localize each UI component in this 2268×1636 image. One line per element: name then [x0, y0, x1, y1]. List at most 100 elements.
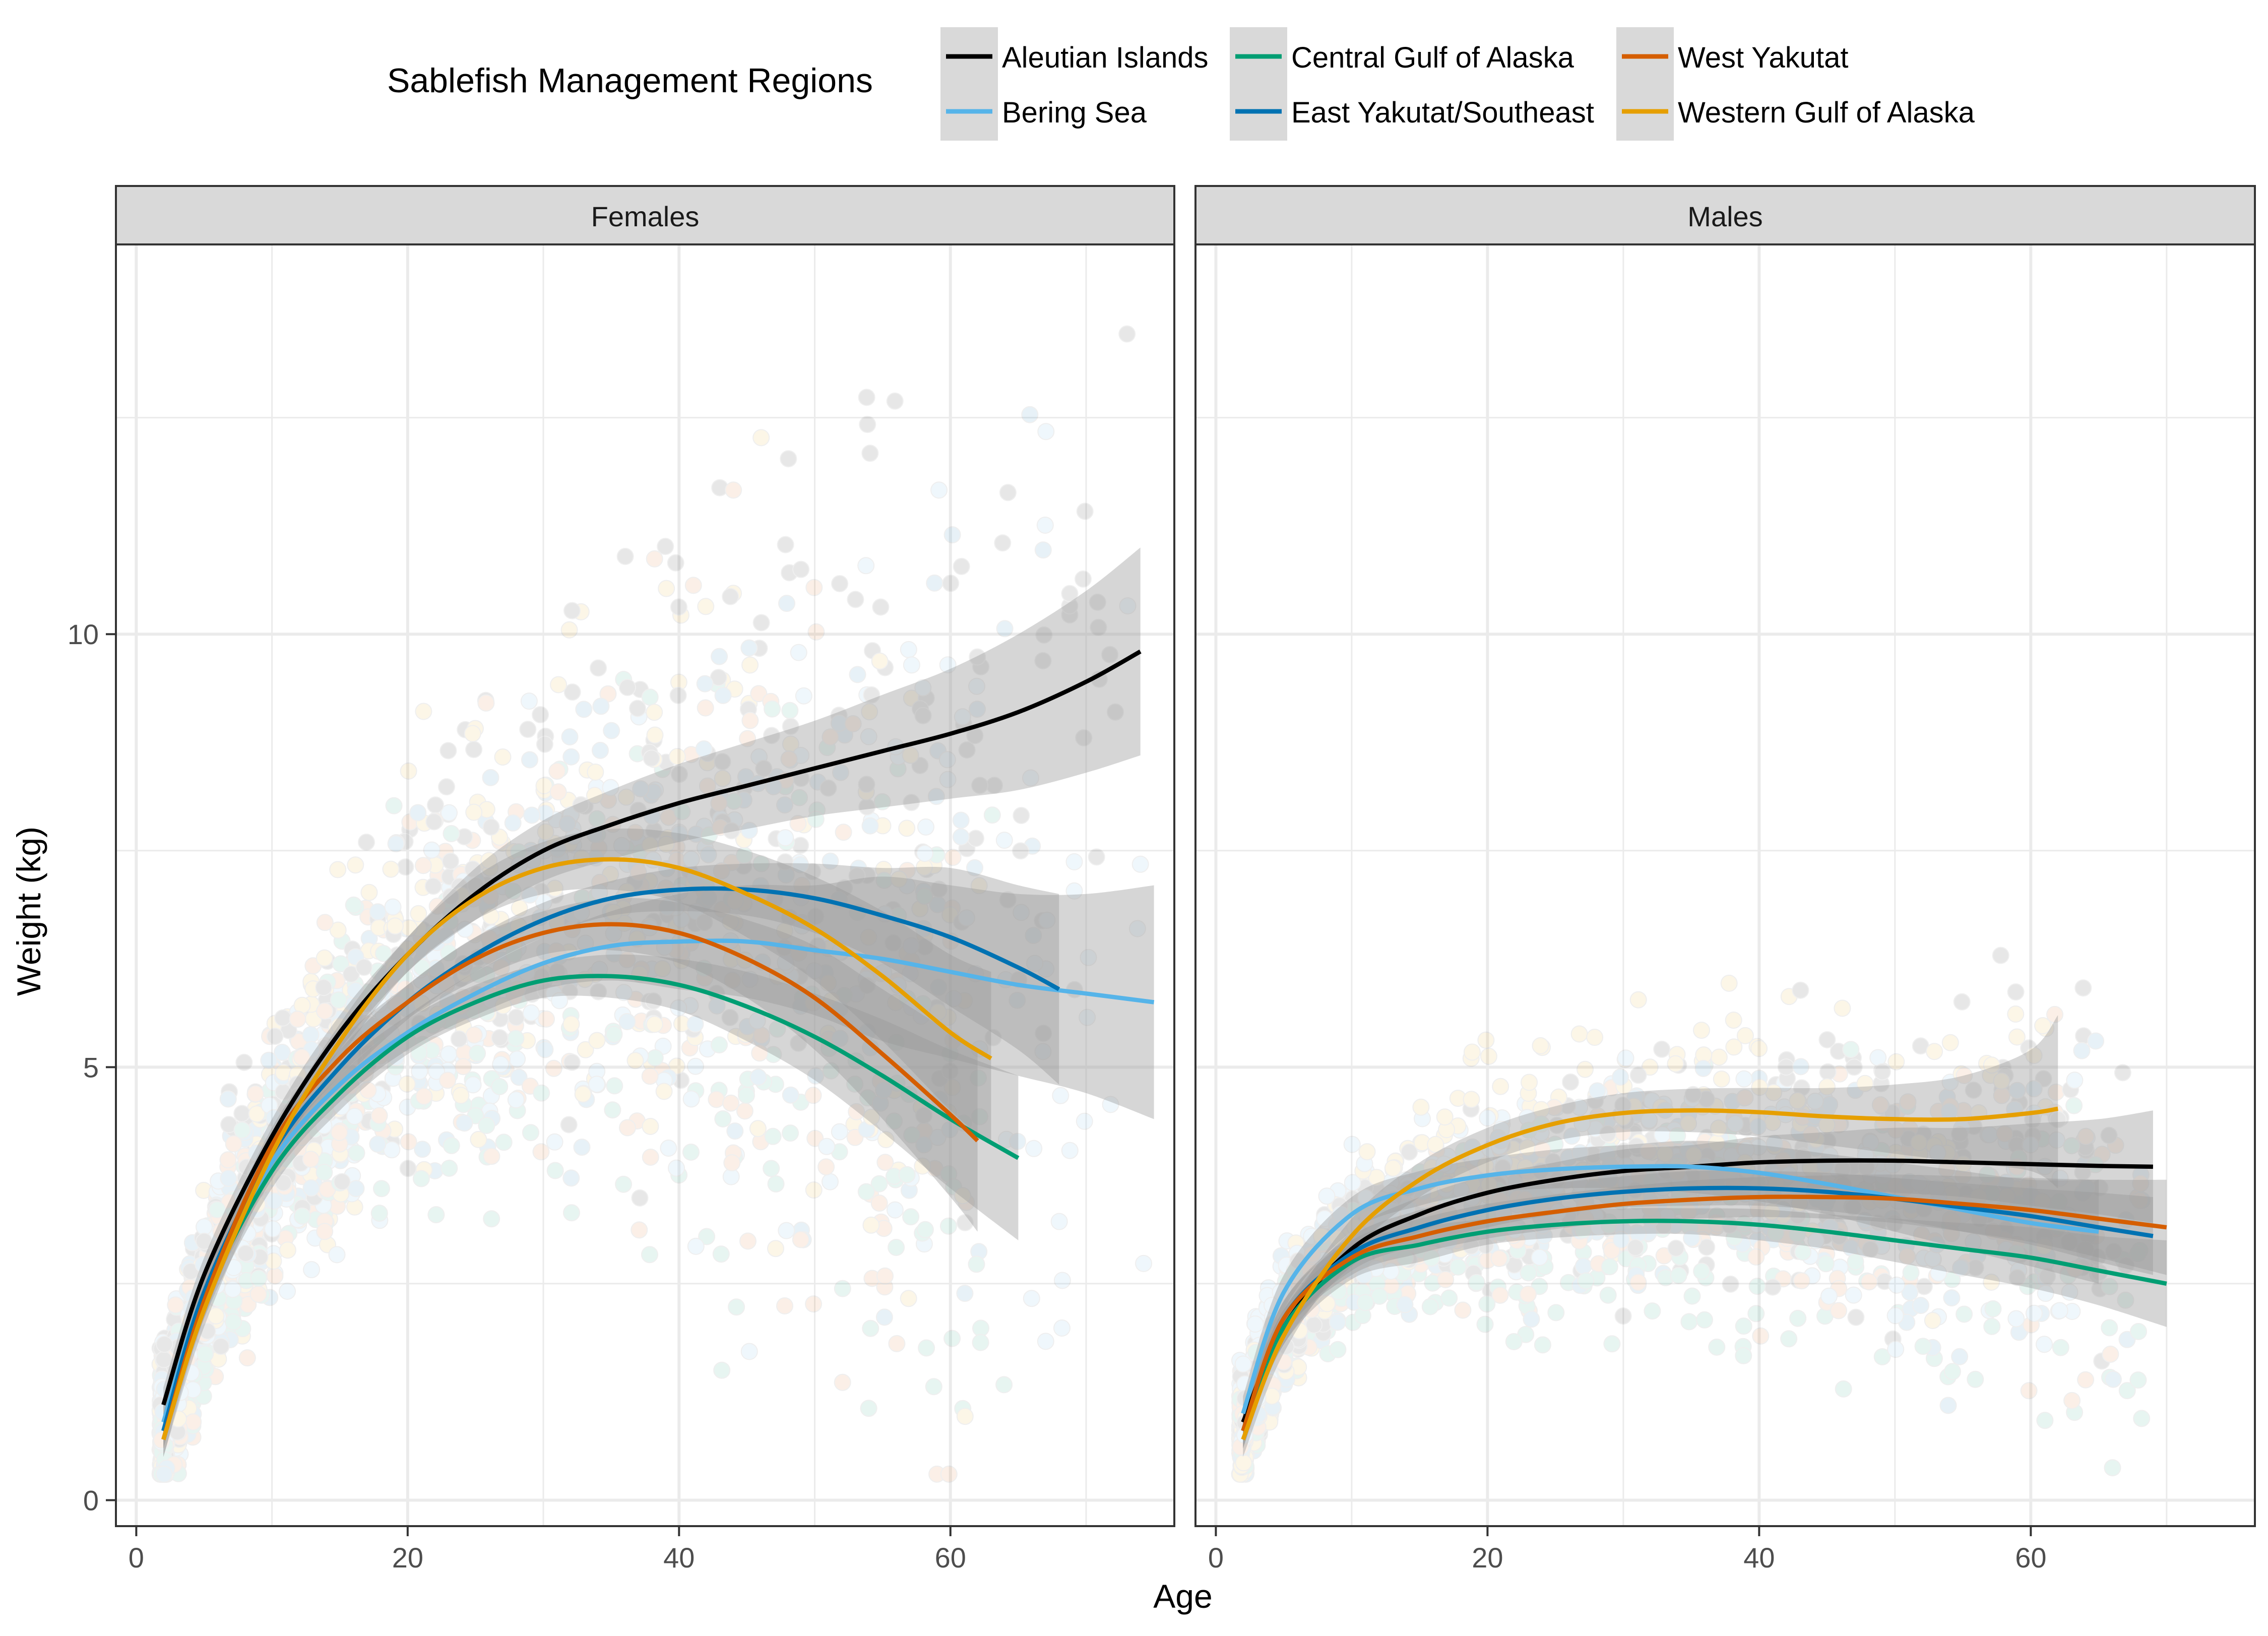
scatter-point — [386, 975, 403, 993]
scatter-point — [1902, 1264, 1920, 1281]
scatter-point — [874, 817, 892, 835]
scatter-point — [483, 1210, 500, 1228]
scatter-point — [411, 1062, 428, 1080]
scatter-point — [196, 1218, 213, 1236]
scatter-point — [629, 700, 646, 717]
scatter-point — [1329, 1313, 1346, 1331]
scatter-point — [414, 857, 432, 874]
scatter-point — [765, 1046, 782, 1063]
scatter-point — [1234, 1355, 1252, 1373]
scatter-point — [511, 992, 528, 1010]
scatter-point — [903, 689, 920, 707]
scatter-point — [482, 915, 500, 933]
scatter-point — [226, 1125, 243, 1143]
scatter-point — [588, 1032, 606, 1049]
scatter-point — [646, 726, 664, 744]
scatter-point — [741, 712, 759, 729]
scatter-point — [330, 1149, 347, 1167]
scatter-point — [872, 598, 890, 616]
scatter-point — [332, 1188, 349, 1206]
scatter-point — [930, 481, 948, 499]
scatter-point — [369, 962, 387, 980]
scatter-point — [916, 845, 933, 862]
scatter-point — [710, 1082, 728, 1099]
scatter-point — [168, 1435, 186, 1453]
scatter-point — [667, 840, 685, 857]
scatter-point — [249, 1285, 267, 1303]
scatter-point — [2133, 1410, 2151, 1427]
scatter-point — [1914, 1338, 1932, 1355]
scatter-point — [726, 914, 744, 931]
scatter-point — [777, 866, 795, 884]
scatter-point — [481, 859, 499, 877]
scatter-point — [903, 794, 920, 811]
scatter-point — [491, 833, 509, 850]
scatter-point — [834, 1373, 851, 1391]
scatter-point — [319, 992, 336, 1010]
scatter-point — [670, 824, 688, 841]
scatter-point — [1421, 1298, 1439, 1315]
scatter-point — [165, 1445, 183, 1463]
scatter-point — [700, 828, 717, 845]
scatter-point — [466, 1045, 484, 1062]
scatter-point — [1943, 1289, 1961, 1307]
scatter-point — [413, 952, 431, 969]
scatter-point — [253, 1208, 270, 1225]
scatter-point — [2104, 1370, 2122, 1388]
scatter-point — [668, 748, 686, 766]
scatter-point — [575, 1085, 592, 1102]
scatter-point — [713, 1361, 731, 1379]
scatter-point — [170, 1422, 188, 1439]
scatter-point — [410, 905, 427, 922]
scatter-point — [1736, 1027, 1754, 1044]
scatter-point — [1075, 570, 1092, 588]
scatter-point — [1747, 1248, 1765, 1266]
scatter-point — [1053, 1319, 1070, 1337]
scatter-point — [1025, 927, 1042, 944]
legend-label-western-gulf-of-alaska: Western Gulf of Alaska — [1678, 96, 1975, 129]
scatter-point — [918, 1339, 935, 1357]
scatter-point — [1748, 1278, 1766, 1295]
scatter-point — [152, 1450, 170, 1468]
scatter-point — [210, 1177, 228, 1195]
scatter-point — [885, 934, 902, 952]
scatter-point — [1886, 1307, 1904, 1325]
scatter-point — [686, 1029, 704, 1046]
scatter-point — [479, 1005, 497, 1023]
scatter-point — [722, 1094, 740, 1112]
scatter-point — [154, 1455, 172, 1472]
scatter-point — [1817, 1255, 1835, 1273]
scatter-point — [861, 445, 879, 462]
scatter-point — [654, 761, 671, 778]
scatter-point — [573, 1139, 591, 1156]
scatter-point — [386, 985, 403, 1003]
scatter-point — [153, 1352, 170, 1370]
scatter-point — [561, 728, 579, 745]
scatter-point — [926, 574, 943, 592]
scatter-point — [152, 1456, 169, 1473]
scatter-point — [224, 1267, 242, 1284]
scatter-point — [465, 1026, 483, 1044]
scatter-point — [547, 811, 565, 829]
scatter-point — [427, 1206, 445, 1224]
scatter-point — [538, 801, 555, 819]
scatter-point — [1835, 1380, 1852, 1398]
scatter-point — [970, 1069, 987, 1087]
scatter-point — [626, 873, 644, 891]
scatter-point — [778, 1222, 795, 1239]
scatter-point — [928, 846, 946, 864]
scatter-point — [641, 872, 658, 890]
scatter-point — [641, 743, 658, 761]
scatter-point — [898, 1166, 916, 1183]
scatter-point — [289, 1053, 306, 1071]
scatter-point — [943, 526, 961, 544]
scatter-point — [533, 1084, 550, 1102]
scatter-point — [739, 1232, 757, 1250]
scatter-point — [1764, 1278, 1782, 1296]
scatter-point — [587, 764, 604, 781]
scatter-point — [373, 1180, 390, 1198]
scatter-point — [467, 1047, 485, 1064]
scatter-point — [482, 818, 500, 836]
scatter-point — [181, 1408, 199, 1426]
scatter-point — [225, 1120, 242, 1137]
